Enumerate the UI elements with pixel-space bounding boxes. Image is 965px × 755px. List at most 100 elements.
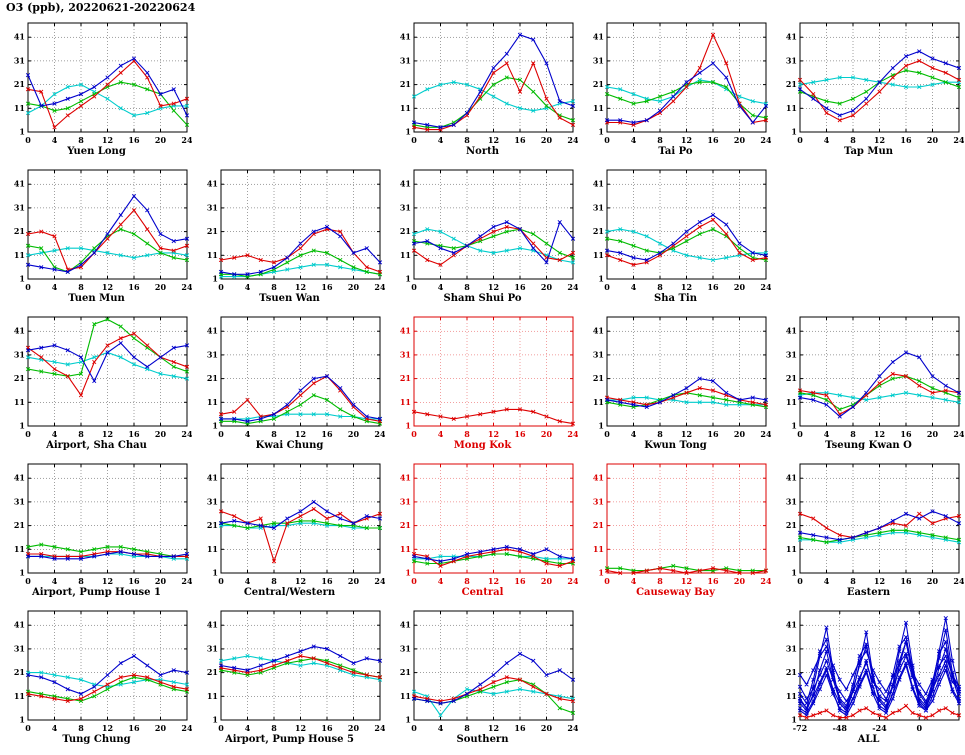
x-tick-label: 24 [374,282,385,292]
series-markers-blue [411,219,576,265]
x-tick-label: 20 [541,576,553,586]
y-tick-label: 1 [19,568,25,578]
x-tick-label: 16 [128,723,140,733]
y-tick-label: 11 [14,544,25,554]
y-tick-label: 1 [405,274,411,284]
y-tick-label: 21 [786,667,797,677]
x-tick-label: 4 [245,723,251,733]
series-markers-blue-7 [797,644,962,697]
x-tick-label: 24 [181,135,192,145]
y-tick-label: 11 [14,250,25,260]
empty-cell [193,16,386,163]
y-tick-label: 11 [400,397,411,407]
chart-cell-central_western: 1 11 21 31 41 0 4 8 12 16 20 24 Central/Western [193,457,386,604]
x-tick-label: 24 [181,576,192,586]
x-tick-label: 0 [797,576,803,586]
y-tick-label: 41 [593,473,604,483]
x-tick-label: 4 [438,429,444,439]
series-line-red [27,332,188,397]
series-markers-red [25,58,190,130]
y-tick-label: 31 [786,643,797,653]
series-markers-red [797,58,962,123]
x-tick-label: 20 [155,576,167,586]
x-tick-label: 12 [102,429,113,439]
y-tick-label: 1 [598,568,604,578]
y-tick-label: 21 [786,520,797,530]
series-markers-red [411,547,576,569]
x-tick-label: 0 [218,723,224,733]
x-tick-label: 8 [78,282,84,292]
y-tick-label: 31 [14,643,25,653]
x-tick-label: 4 [52,282,58,292]
y-tick-label: 41 [14,32,25,42]
y-tick-label: 41 [14,473,25,483]
x-tick-label: 20 [541,723,553,733]
x-tick-label: 4 [824,429,830,439]
y-tick-label: 31 [400,643,411,653]
y-tick-label: 41 [14,620,25,630]
chart-title: Tai Po [658,146,693,157]
y-tick-label: 31 [400,496,411,506]
x-tick-label: 12 [681,282,692,292]
chart-cell-central: 1 11 21 31 41 0 4 8 12 16 20 24 Central [386,457,579,604]
series-markers-red [797,703,962,720]
x-tick-label: 0 [25,282,31,292]
y-tick-label: 31 [207,349,218,359]
chart-cell-causeway_bay: 1 11 21 31 41 0 4 8 12 16 20 24 Causeway Bay [579,457,772,604]
x-tick-label: 8 [271,282,277,292]
chart-title: Yuen Long [67,146,126,157]
x-tick-label: 20 [155,429,167,439]
x-tick-label: 4 [52,135,58,145]
y-tick-label: 11 [593,397,604,407]
y-tick-label: 21 [207,373,218,383]
x-tick-label: 4 [438,576,444,586]
y-tick-label: 21 [207,226,218,236]
x-tick-label: 20 [734,576,746,586]
x-tick-label: 16 [128,282,140,292]
y-tick-label: 31 [14,202,25,212]
series-markers-red [218,653,383,680]
x-tick-label: 16 [321,576,333,586]
x-tick-label: 12 [102,723,113,733]
series-markers-blue [25,56,190,118]
x-tick-label: 12 [488,135,499,145]
x-tick-label: 16 [900,429,912,439]
y-tick-label: 41 [786,473,797,483]
x-tick-label: 8 [850,429,856,439]
y-tick-label: 1 [212,715,218,725]
x-tick-label: 8 [271,429,277,439]
y-tick-label: 41 [207,326,218,336]
y-tick-label: 1 [791,568,797,578]
y-tick-label: 41 [400,32,411,42]
empty-cell [772,163,965,310]
chart-title: Tap Mun [843,146,894,157]
x-tick-label: 16 [707,135,719,145]
series-markers-blue [411,651,576,706]
y-tick-label: 41 [207,620,218,630]
x-tick-label: -72 [793,723,807,733]
x-tick-label: 16 [900,576,912,586]
x-tick-label: 12 [681,429,692,439]
y-tick-label: 31 [593,349,604,359]
series-markers-blue [411,32,576,130]
x-tick-label: 0 [797,429,803,439]
chart-title: Central [461,587,504,598]
x-tick-label: 24 [567,723,578,733]
y-tick-label: 11 [14,103,25,113]
y-tick-label: 1 [19,274,25,284]
chart-cell-yuen_long: 1 11 21 31 41 0 4 8 12 16 20 24 Yuen Long [0,16,193,163]
y-tick-label: 21 [14,226,25,236]
chart-title: Airport, Sha Chau [46,440,147,451]
x-tick-label: 12 [874,576,885,586]
y-tick-label: 21 [14,79,25,89]
y-tick-label: 41 [400,473,411,483]
y-tick-label: 31 [400,349,411,359]
x-tick-label: 4 [438,723,444,733]
x-tick-label: 8 [850,135,856,145]
x-tick-label: 24 [953,429,964,439]
x-tick-label: 12 [874,135,885,145]
x-tick-label: 4 [631,135,637,145]
x-tick-label: 0 [604,429,610,439]
